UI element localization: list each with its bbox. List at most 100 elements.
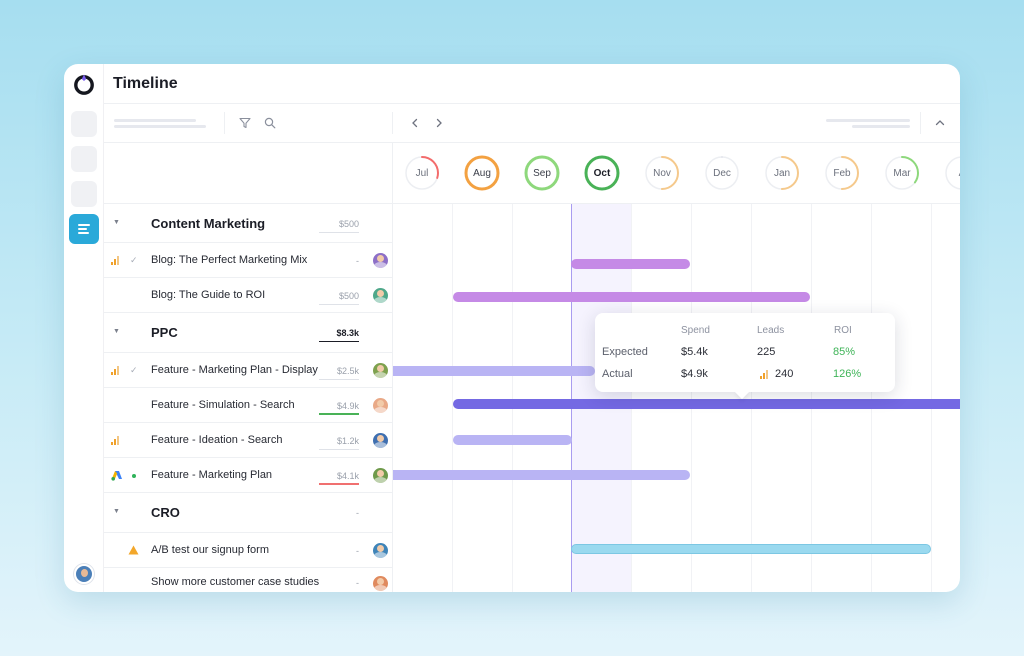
row-amount: $4.1k xyxy=(319,470,359,485)
bars-icon xyxy=(111,365,121,375)
group-row[interactable]: ▼ Content Marketing $500 xyxy=(104,204,393,243)
assignee-avatar[interactable] xyxy=(373,253,388,268)
row-amount: - xyxy=(319,578,359,588)
amount-value: $1.2k xyxy=(336,435,359,446)
timeline-bar[interactable] xyxy=(393,366,595,376)
row-amount: - xyxy=(319,256,359,266)
tooltip-header-spend: Spend xyxy=(681,325,710,336)
list-item[interactable]: Show more customer case studies - xyxy=(104,568,393,592)
row-label: Blog: The Perfect Marketing Mix xyxy=(151,253,308,266)
month-aug[interactable]: Aug xyxy=(464,155,500,191)
tooltip-row-label: Actual xyxy=(602,368,633,380)
month-gridline xyxy=(931,204,932,592)
amount-underline xyxy=(319,378,359,380)
amount-value: $4.1k xyxy=(336,470,359,481)
timeline-grid xyxy=(393,204,960,592)
month-label: Oct xyxy=(593,167,611,179)
rail-nav-item-1[interactable] xyxy=(71,111,97,137)
tooltip-header-leads: Leads xyxy=(757,325,785,336)
list-item[interactable]: ✓ Blog: The Perfect Marketing Mix - xyxy=(104,243,393,278)
timeline-bar[interactable] xyxy=(393,470,690,480)
list-item[interactable]: Feature - Marketing Plan $4.1k xyxy=(104,458,393,493)
month-jan[interactable]: Jan xyxy=(764,155,800,191)
month-progress-ring xyxy=(825,156,859,190)
amount-value: - xyxy=(356,545,359,556)
divider xyxy=(392,112,393,134)
row-label: CRO xyxy=(151,505,180,520)
row-label: Feature - Marketing Plan - Display xyxy=(151,363,318,376)
chevron-up-icon[interactable] xyxy=(934,117,946,129)
divider xyxy=(224,112,225,134)
month-a[interactable]: A xyxy=(944,155,960,191)
month-gridline xyxy=(691,204,692,592)
assignee-avatar[interactable] xyxy=(373,363,388,378)
user-avatar[interactable] xyxy=(74,564,94,584)
group-row[interactable]: ▼ PPC $8.3k xyxy=(104,313,393,353)
row-amount: $500 xyxy=(319,218,359,233)
list-item[interactable]: A/B test our signup form - xyxy=(104,533,393,568)
row-label: PPC xyxy=(151,325,178,340)
caret-down-icon[interactable]: ▼ xyxy=(113,218,120,226)
caret-down-icon[interactable]: ▼ xyxy=(113,328,120,335)
app-logo[interactable] xyxy=(73,73,95,95)
row-label: Blog: The Guide to ROI xyxy=(151,288,266,301)
assignee-avatar[interactable] xyxy=(373,288,388,303)
month-progress-ring xyxy=(645,156,679,190)
header: Timeline xyxy=(104,64,960,104)
icon-rail xyxy=(64,64,104,592)
month-label: Dec xyxy=(713,167,731,179)
today-line xyxy=(571,204,572,592)
amount-underline xyxy=(319,412,359,415)
filter-icon[interactable] xyxy=(239,117,251,129)
amount-underline xyxy=(319,231,359,233)
tooltip-expected-roi: 85% xyxy=(833,346,856,358)
month-progress-ring xyxy=(705,156,739,190)
chevron-right-icon[interactable] xyxy=(434,117,444,129)
month-oct[interactable]: Oct xyxy=(584,155,620,191)
list-item[interactable]: Feature - Ideation - Search $1.2k xyxy=(104,423,393,458)
row-label: Show more customer case studies xyxy=(151,576,320,588)
assignee-avatar[interactable] xyxy=(373,398,388,413)
bars-icon xyxy=(111,255,121,265)
amount-value: $4.9k xyxy=(336,400,359,411)
list-item[interactable]: Blog: The Guide to ROI $500 xyxy=(104,278,393,313)
assignee-avatar[interactable] xyxy=(373,433,388,448)
month-gridline xyxy=(452,204,453,592)
month-feb[interactable]: Feb xyxy=(824,155,860,191)
list-item[interactable]: ✓ Feature - Marketing Plan - Display $2.5k xyxy=(104,353,393,388)
month-gridline xyxy=(512,204,513,592)
month-progress-ring xyxy=(584,155,620,191)
row-amount: - xyxy=(319,546,359,556)
assignee-avatar[interactable] xyxy=(373,468,388,483)
month-jul[interactable]: Jul xyxy=(404,155,440,191)
toolbar xyxy=(104,104,960,143)
search-icon[interactable] xyxy=(264,117,276,129)
amount-underline xyxy=(319,482,359,485)
timeline-bar[interactable] xyxy=(453,399,960,409)
month-nov[interactable]: Nov xyxy=(644,155,680,191)
timeline-bar[interactable] xyxy=(453,435,572,445)
tooltip-actual-roi: 126% xyxy=(833,368,862,380)
list-item[interactable]: Feature - Simulation - Search $4.9k xyxy=(104,388,393,423)
amount-value: $500 xyxy=(338,218,359,229)
assignee-avatar[interactable] xyxy=(373,575,388,591)
group-row[interactable]: ▼ CRO - xyxy=(104,493,393,533)
month-mar[interactable]: Mar xyxy=(884,155,920,191)
timeline-bar[interactable] xyxy=(453,292,810,302)
stats-tooltip: Spend Leads ROI Expected $5.4k 225 85% A… xyxy=(595,313,895,392)
campaign-list: ▼ Content Marketing $500 ✓ Blog: The Perfect… xyxy=(104,204,393,592)
month-sep[interactable]: Sep xyxy=(524,155,560,191)
row-amount: - xyxy=(319,508,359,518)
caret-down-icon[interactable]: ▼ xyxy=(113,508,120,515)
row-label: A/B test our signup form xyxy=(151,543,269,556)
timeline-bar[interactable] xyxy=(571,544,931,554)
rail-nav-item-2[interactable] xyxy=(71,146,97,172)
tooltip-row-label: Expected xyxy=(602,346,648,358)
rail-nav-timeline[interactable] xyxy=(69,214,99,244)
assignee-avatar[interactable] xyxy=(373,543,388,558)
timeline-bar[interactable] xyxy=(571,259,690,269)
row-amount: $8.3k xyxy=(319,328,359,342)
chevron-left-icon[interactable] xyxy=(410,117,420,129)
month-dec[interactable]: Dec xyxy=(704,155,740,191)
rail-nav-item-3[interactable] xyxy=(71,181,97,207)
